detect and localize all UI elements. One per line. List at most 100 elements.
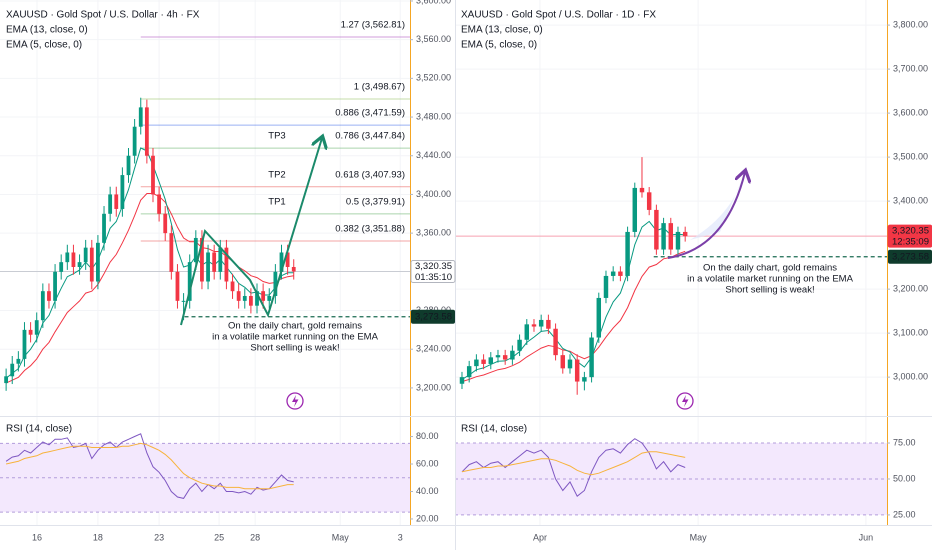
rsi-title: RSI (14, close) [6, 424, 72, 435]
candle-body [546, 319, 551, 329]
candle-body [236, 291, 241, 301]
y-tick-label: 3,360.00 [416, 228, 451, 238]
ema-line [461, 220, 686, 380]
line-label: 3,273.58 [415, 311, 452, 322]
target-label: TP2 [268, 169, 285, 180]
candle-body [632, 187, 638, 232]
candle-body [502, 355, 508, 360]
candle-body [22, 329, 27, 359]
candle-body [89, 247, 94, 282]
candle-body [114, 194, 119, 209]
y-tick-label: 3,440.00 [416, 150, 451, 160]
candle-body [474, 359, 479, 367]
y-tick-label: 3,000.00 [893, 372, 928, 382]
candle-body [668, 223, 674, 250]
candle-body [510, 350, 515, 360]
replay-icon [286, 392, 304, 410]
x-tick-label: 3 [398, 532, 403, 542]
candle-body [574, 359, 580, 382]
ema-line [5, 147, 294, 379]
fib-label: 0.5 (3,379.91) [346, 196, 405, 207]
candle-body [261, 291, 266, 301]
candle-body [285, 252, 290, 267]
chart-title: XAUUSD · Gold Spot / U.S. Dollar · 1D · … [461, 10, 656, 21]
candle-body [157, 194, 162, 214]
fib-label: 1.27 (3,562.81) [341, 19, 405, 30]
candle-body [126, 155, 131, 176]
candle-body [77, 262, 82, 267]
price-label: 3,320.35 [415, 261, 452, 272]
annotation: in a volatile market running on the EMA [212, 332, 378, 343]
candle-body [169, 233, 174, 272]
y-tick-label: 3,480.00 [416, 111, 451, 121]
candle-body [230, 281, 235, 292]
candle-body [10, 363, 15, 377]
candle-body [610, 271, 616, 276]
countdown: 12:35:09 [892, 237, 929, 248]
x-tick-label: 28 [250, 532, 260, 542]
rsi-line [5, 442, 294, 490]
candle-body [4, 376, 9, 384]
y-tick-label: 3,400.00 [893, 195, 928, 205]
candle-body [200, 237, 204, 282]
drawing-arrow [180, 138, 322, 326]
x-tick-label: 16 [32, 532, 42, 542]
chart-title: XAUUSD · Gold Spot / U.S. Dollar · 4h · … [6, 10, 200, 21]
candle-body [59, 262, 64, 272]
candle-body [589, 337, 594, 378]
candle-body [163, 213, 168, 234]
annotation: On the daily chart, gold remains [228, 321, 362, 332]
candle-body [175, 271, 180, 301]
y-tick-label: 3,100.00 [893, 328, 928, 338]
candle-body [560, 355, 566, 369]
y-tick-label: 60.00 [416, 458, 439, 468]
candle-body [65, 252, 70, 263]
candle-body [132, 126, 137, 156]
candle-body [291, 266, 296, 272]
fib-label: 0.786 (3,447.84) [335, 131, 405, 142]
candle-body [618, 271, 623, 276]
candle-body [181, 300, 186, 302]
legend-entry: EMA (13, close, 0) [461, 25, 543, 36]
candle-body [120, 175, 125, 209]
candle-body [138, 107, 143, 127]
candle-body [279, 252, 284, 272]
y-tick-label: 3,400.00 [416, 189, 451, 199]
y-tick-label: 3,500.00 [893, 151, 928, 161]
candle-body [40, 291, 45, 321]
fib-label: 0.886 (3,471.59) [335, 108, 405, 119]
replay-icon [676, 392, 694, 410]
candle-body [582, 377, 587, 382]
x-tick-label: 23 [154, 532, 164, 542]
candle-body [193, 237, 198, 263]
x-tick-label: Jun [859, 532, 874, 542]
annotation: Short selling is weak! [725, 285, 814, 296]
candle-body [248, 296, 253, 306]
legend-entry: EMA (13, close, 0) [6, 25, 88, 36]
y-tick-label: 3,200.00 [416, 382, 451, 392]
candle-body [639, 187, 645, 193]
drawing-shade [690, 172, 745, 240]
ema-line [5, 193, 294, 384]
candle-body [224, 247, 229, 282]
candle-body [682, 231, 688, 237]
candle-body [187, 262, 192, 301]
y-tick-label: 75.00 [893, 437, 916, 447]
y-tick-label: 3,600.00 [893, 107, 928, 117]
x-tick-label: 25 [214, 532, 224, 542]
candle-body [102, 213, 106, 243]
candle-body [53, 271, 57, 301]
y-tick-label: 3,600.00 [416, 0, 451, 5]
y-tick-label: 20.00 [416, 513, 439, 523]
candle-body [603, 275, 609, 298]
x-tick-label: May [332, 532, 350, 542]
legend-entry: EMA (5, close, 0) [6, 40, 82, 51]
candle-body [488, 357, 494, 364]
fib-label: 0.382 (3,351.88) [335, 224, 405, 235]
candle-body [242, 296, 247, 301]
countdown: 01:35:10 [415, 272, 452, 283]
candle-body [34, 320, 39, 335]
candle-body [83, 247, 88, 263]
candle-body [144, 107, 149, 156]
plot-layer [0, 36, 887, 516]
